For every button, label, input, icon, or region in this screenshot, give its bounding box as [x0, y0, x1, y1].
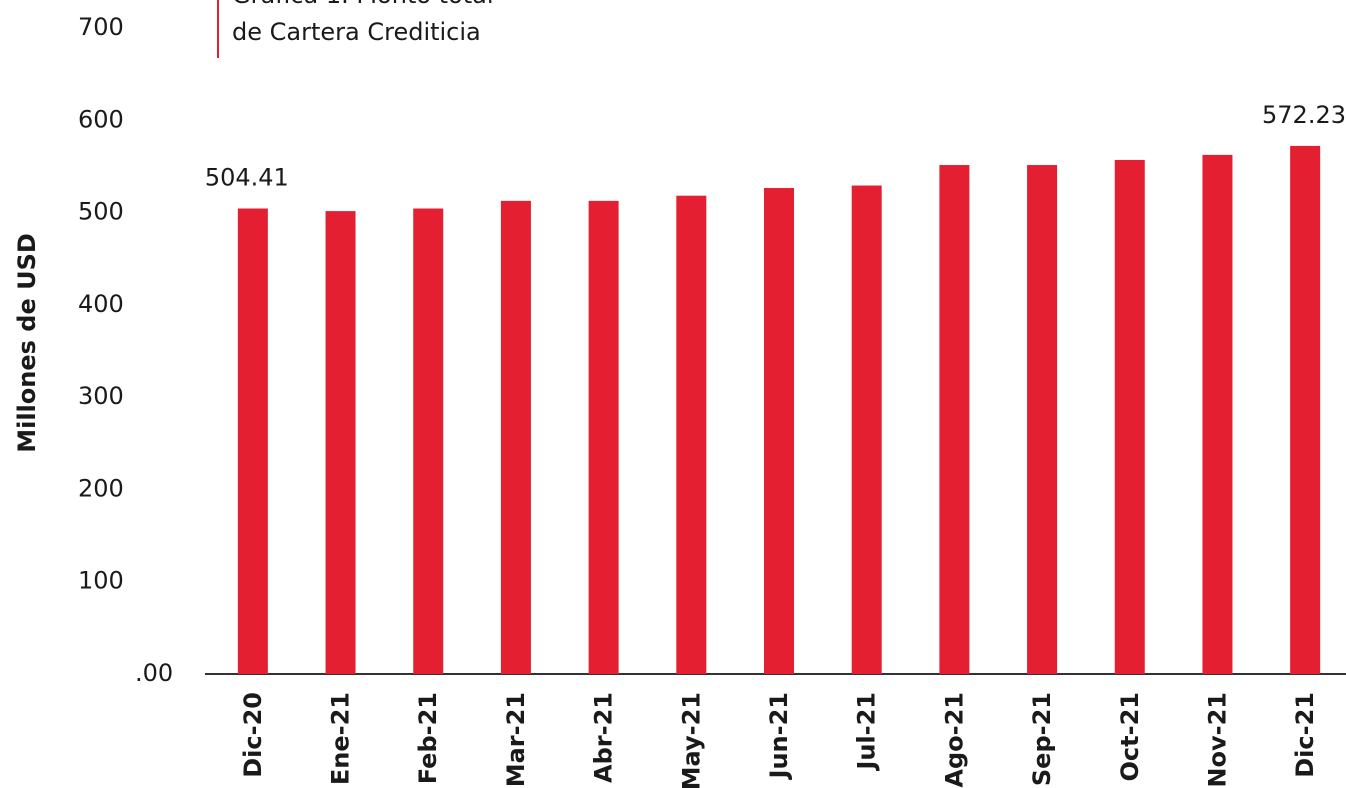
y-tick-label: .00	[135, 659, 173, 687]
x-tick-label: Ene-21	[327, 692, 355, 785]
y-tick-label: 100	[78, 567, 124, 595]
bar	[1202, 154, 1233, 675]
y-axis-label: Millones de USD	[13, 233, 41, 453]
y-tick-label: 300	[78, 382, 124, 410]
x-tick-label: Abr-21	[590, 692, 618, 783]
x-tick-label: Dic-21	[1291, 692, 1319, 778]
bar	[237, 208, 268, 674]
y-tick-label: 200	[78, 474, 124, 502]
chart-title: Gráfica 1. Monto total	[232, 0, 494, 9]
bar	[851, 185, 882, 674]
bar	[1290, 145, 1321, 674]
bar	[413, 208, 444, 674]
value-label: 572.23	[1262, 101, 1346, 129]
bar	[1027, 165, 1058, 674]
x-tick-label: Ago-21	[940, 692, 968, 788]
y-tick-label: 400	[78, 290, 124, 318]
y-tick-label: 700	[78, 13, 124, 41]
y-tick-label: 500	[78, 198, 124, 226]
x-tick-label: Dic-20	[239, 692, 267, 778]
y-tick-label: 600	[78, 105, 124, 133]
bar	[500, 200, 531, 674]
x-tick-label: Mar-21	[502, 692, 530, 787]
x-tick-label: Jun-21	[765, 692, 793, 780]
bar	[764, 188, 794, 674]
x-tick-label: Jul-21	[853, 692, 881, 772]
bar	[588, 200, 619, 674]
x-tick-label: Nov-21	[1203, 692, 1231, 788]
x-tick-label: Feb-21	[414, 692, 442, 784]
chart-title: de Cartera Crediticia	[232, 18, 481, 46]
bar	[939, 165, 970, 674]
bar	[325, 211, 356, 675]
x-tick-label: Oct-21	[1116, 692, 1144, 781]
x-tick-label: Sep-21	[1028, 692, 1056, 786]
bar	[1114, 159, 1145, 674]
bar	[676, 195, 707, 674]
x-tick-label: May-21	[677, 692, 705, 788]
value-label: 504.41	[205, 164, 289, 192]
